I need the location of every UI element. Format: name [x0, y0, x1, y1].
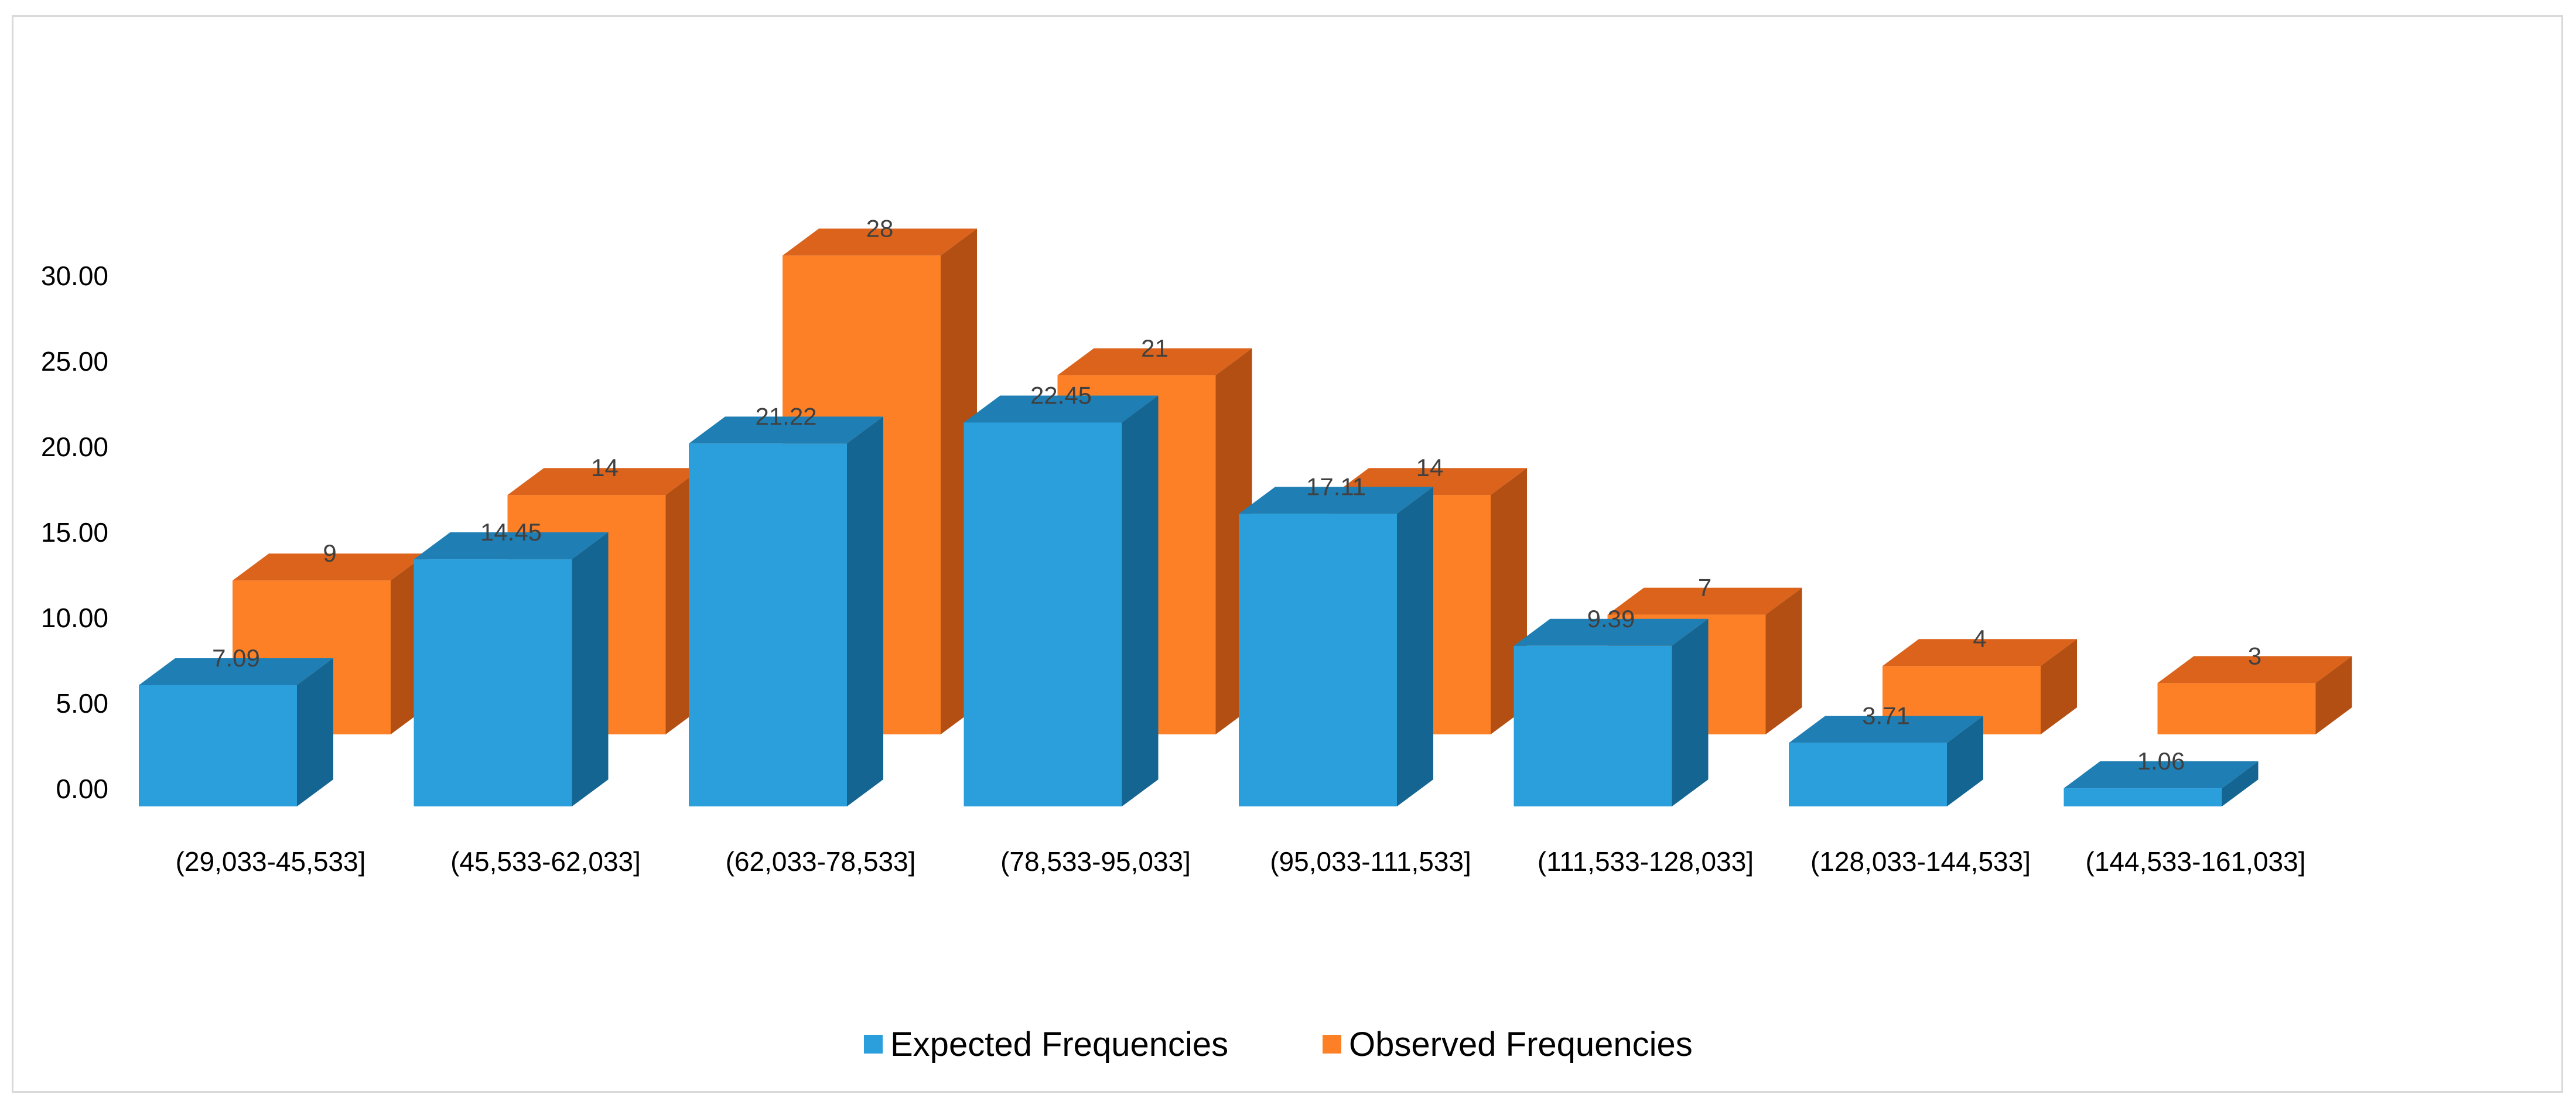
bar-expected	[414, 532, 609, 806]
y-tick-label: 15.00	[41, 517, 108, 548]
bar-side	[2315, 656, 2352, 734]
x-tick-label: (111,533-128,033]	[1538, 846, 1754, 877]
bar-expected	[1789, 716, 1983, 806]
bar-top	[1514, 618, 1709, 646]
bar-top	[1789, 716, 1983, 743]
x-tick-label: (29,033-45,533]	[176, 846, 366, 877]
bar-expected	[964, 395, 1159, 806]
y-tick-label: 30.00	[41, 261, 108, 291]
bar-expected	[139, 658, 333, 806]
bar-top	[2063, 761, 2259, 789]
bar-top	[1607, 587, 1802, 615]
data-label: 14	[591, 454, 619, 481]
bar-front	[139, 685, 297, 806]
bar-expected	[1239, 487, 1433, 806]
bar-top	[1057, 348, 1252, 375]
bar-side	[1947, 716, 1983, 806]
bar-front	[1514, 645, 1672, 806]
bar-front	[414, 559, 572, 806]
x-tick-label: (128,033-144,533]	[1810, 846, 2031, 877]
bar-front	[964, 422, 1122, 806]
legend-item-expected: Expected Frequencies	[864, 1025, 1228, 1063]
data-label: 22.45	[1030, 381, 1092, 409]
data-label: 9.39	[1587, 605, 1635, 632]
bar-side	[2041, 639, 2077, 734]
y-tick-label: 5.00	[56, 688, 108, 719]
bar-front	[2157, 683, 2316, 734]
bar-top	[1239, 487, 1433, 514]
bar-side	[1122, 395, 1159, 806]
bar-side	[847, 416, 883, 806]
bar-side	[1672, 618, 1709, 806]
bar-side	[572, 532, 609, 806]
y-axis: 0.00 5.00 10.00 15.00 20.00 25.00 30.00	[41, 261, 108, 804]
data-label: 21	[1141, 334, 1169, 362]
data-label: 1.06	[2137, 747, 2185, 775]
bar-top	[964, 395, 1159, 423]
legend-label: Observed Frequencies	[1349, 1025, 1693, 1063]
data-label: 7.09	[212, 644, 260, 672]
bar-expected	[689, 416, 883, 806]
bar-front	[2063, 788, 2222, 806]
legend-swatch	[864, 1035, 883, 1054]
bar-top	[783, 228, 977, 256]
data-label: 7	[1698, 574, 1711, 601]
bar-expected	[2063, 761, 2259, 806]
data-label: 3	[2248, 642, 2261, 669]
bar-top	[1883, 639, 2077, 666]
y-tick-label: 10.00	[41, 603, 108, 633]
bar-observed	[2157, 656, 2352, 734]
data-label: 28	[866, 214, 894, 242]
x-tick-label: (144,533-161,033]	[2086, 846, 2306, 877]
bar-expected	[1514, 618, 1709, 806]
legend: Expected Frequencies Observed Frequencies	[864, 1025, 1693, 1063]
bar-top	[139, 658, 333, 685]
data-label: 9	[323, 539, 336, 567]
data-label: 21.22	[755, 402, 816, 430]
data-label: 4	[1973, 625, 1986, 652]
bar-side	[297, 658, 333, 806]
bar-top	[2157, 656, 2352, 683]
x-tick-label: (62,033-78,533]	[726, 846, 916, 877]
legend-swatch	[1323, 1035, 1341, 1054]
data-label: 17.11	[1306, 473, 1366, 500]
bar-front	[1239, 514, 1397, 806]
bar-side	[1397, 487, 1433, 806]
data-label: 14.45	[480, 518, 542, 546]
x-tick-label: (95,033-111,533]	[1270, 846, 1471, 877]
bar-top	[689, 416, 883, 444]
bar-top	[507, 468, 702, 495]
legend-label: Expected Frequencies	[890, 1025, 1228, 1063]
y-tick-label: 25.00	[41, 346, 108, 377]
legend-item-observed: Observed Frequencies	[1323, 1025, 1693, 1063]
bars	[139, 228, 2352, 806]
bar-front	[1789, 743, 1947, 806]
bar-top	[233, 553, 427, 581]
bar-front	[689, 443, 847, 806]
y-tick-label: 0.00	[56, 774, 108, 804]
data-labels: 9 14 28 21 14 7 4 3 7.09 14.45 21.22 22.45 17.11 9.39…	[212, 214, 2261, 775]
bar-side	[1765, 587, 1802, 734]
x-tick-label: (78,533-95,033]	[1000, 846, 1191, 877]
y-tick-label: 20.00	[41, 432, 108, 462]
x-tick-label: (45,533-62,033]	[450, 846, 641, 877]
bar-top	[414, 532, 609, 560]
data-label: 3.71	[1862, 702, 1910, 730]
x-axis: (29,033-45,533] (45,533-62,033] (62,033-78…	[176, 846, 2306, 877]
bar-side	[2222, 761, 2259, 806]
data-label: 14	[1416, 454, 1444, 481]
